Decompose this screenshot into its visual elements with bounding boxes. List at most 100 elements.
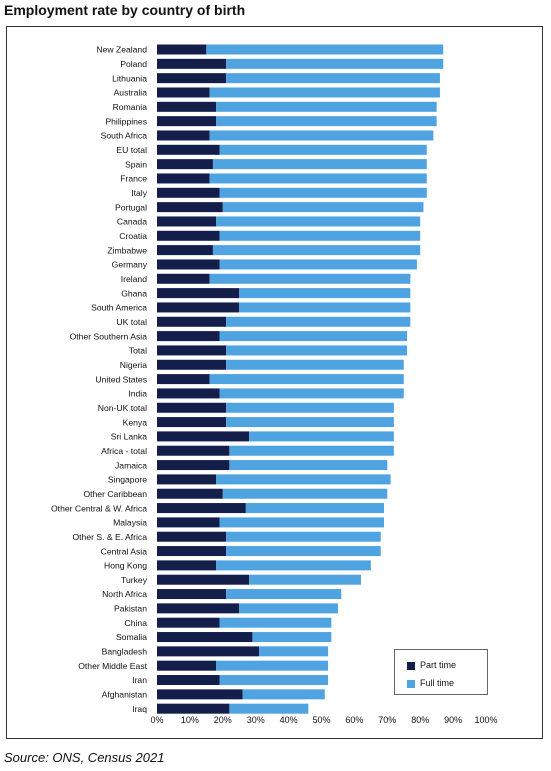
- bar-part-time-ireland: [157, 273, 210, 284]
- bar-full-time-south-america: [239, 302, 411, 313]
- category-label-jamaica: Jamaica: [115, 460, 147, 470]
- x-tick-label: 100%: [474, 715, 497, 725]
- bar-full-time-other-caribbean: [222, 488, 388, 499]
- category-label-total: Total: [129, 346, 147, 356]
- bar-full-time-germany: [219, 259, 417, 270]
- bar-full-time-ghana: [239, 288, 411, 299]
- category-label-canada: Canada: [117, 217, 147, 227]
- bar-full-time-canada: [216, 216, 421, 227]
- bar-part-time-other-southern-asia: [157, 331, 220, 342]
- bar-full-time-portugal: [222, 202, 424, 213]
- bar-full-time-united-states: [209, 374, 404, 385]
- category-label-zimbabwe: Zimbabwe: [107, 245, 147, 255]
- bar-part-time-china: [157, 617, 220, 628]
- bar-part-time-romania: [157, 101, 217, 112]
- legend-item-part-time: Part time: [407, 658, 456, 672]
- category-label-united-states: United States: [95, 374, 147, 384]
- bar-part-time-south-africa: [157, 130, 210, 141]
- bar-full-time-other-southern-asia: [219, 331, 408, 342]
- bar-full-time-total: [226, 345, 408, 356]
- source-note: Source: ONS, Census 2021: [4, 750, 165, 765]
- category-label-afghanistan: Afghanistan: [102, 690, 148, 700]
- bar-part-time-afghanistan: [157, 689, 243, 700]
- bar-full-time-new-zealand: [206, 44, 444, 55]
- category-label-spain: Spain: [125, 159, 147, 169]
- category-label-bangladesh: Bangladesh: [102, 647, 148, 657]
- category-label-other-s-e-africa: Other S. & E. Africa: [72, 532, 147, 542]
- category-label-philippines: Philippines: [105, 116, 147, 126]
- bar-part-time-philippines: [157, 116, 217, 127]
- bar-full-time-turkey: [249, 574, 361, 585]
- bar-part-time-jamaica: [157, 460, 230, 471]
- bar-part-time-italy: [157, 187, 220, 198]
- bar-full-time-somalia: [252, 632, 332, 643]
- bar-part-time-zimbabwe: [157, 245, 213, 256]
- bar-part-time-hong-kong: [157, 560, 217, 571]
- category-label-other-southern-asia: Other Southern Asia: [70, 331, 148, 341]
- bar-full-time-eu-total: [219, 144, 427, 155]
- bar-full-time-iran: [219, 675, 329, 686]
- category-label-eu-total: EU total: [116, 145, 147, 155]
- category-label-india: India: [128, 389, 147, 399]
- category-label-other-caribbean: Other Caribbean: [83, 489, 147, 499]
- bar-full-time-jamaica: [229, 460, 388, 471]
- bar-full-time-china: [219, 617, 332, 628]
- bar-full-time-iraq: [229, 703, 309, 714]
- bar-part-time-pakistan: [157, 603, 240, 614]
- bar-full-time-lithuania: [226, 73, 440, 84]
- bar-full-time-zimbabwe: [212, 245, 421, 256]
- bar-full-time-hong-kong: [216, 560, 371, 571]
- bar-part-time-total: [157, 345, 227, 356]
- bar-full-time-malaysia: [219, 517, 385, 528]
- x-tick-label: 30%: [247, 715, 265, 725]
- category-label-new-zealand: New Zealand: [96, 45, 147, 55]
- bar-part-time-eu-total: [157, 144, 220, 155]
- category-label-central-asia: Central Asia: [101, 546, 148, 556]
- category-label-iraq: Iraq: [132, 704, 147, 714]
- bar-full-time-afghanistan: [242, 689, 325, 700]
- bar-full-time-uk-total: [226, 316, 411, 327]
- bar-full-time-non-uk-total: [226, 402, 394, 413]
- x-tick-label: 20%: [214, 715, 232, 725]
- category-label-turkey: Turkey: [121, 575, 148, 585]
- bar-part-time-nigeria: [157, 359, 227, 370]
- category-label-china: China: [125, 618, 148, 628]
- x-tick-label: 0%: [150, 715, 163, 725]
- x-tick-label: 70%: [378, 715, 396, 725]
- category-label-north-africa: North Africa: [102, 589, 147, 599]
- category-label-south-africa: South Africa: [101, 131, 148, 141]
- chart-legend: Part time Full time: [394, 649, 488, 695]
- category-label-iran: Iran: [132, 675, 147, 685]
- bar-part-time-kenya: [157, 417, 227, 428]
- bar-full-time-philippines: [216, 116, 437, 127]
- bar-part-time-turkey: [157, 574, 250, 585]
- category-label-italy: Italy: [131, 188, 147, 198]
- bar-part-time-new-zealand: [157, 44, 207, 55]
- bar-full-time-kenya: [226, 417, 394, 428]
- bar-full-time-bangladesh: [258, 646, 329, 657]
- bar-full-time-poland: [226, 58, 444, 69]
- category-label-lithuania: Lithuania: [112, 73, 147, 83]
- x-tick-label: 80%: [411, 715, 429, 725]
- bar-part-time-india: [157, 388, 220, 399]
- bar-full-time-spain: [212, 159, 427, 170]
- legend-label-full-time: Full time: [420, 678, 455, 688]
- category-label-romania: Romania: [113, 102, 148, 112]
- bar-part-time-germany: [157, 259, 220, 270]
- bar-part-time-canada: [157, 216, 217, 227]
- category-label-non-uk-total: Non-UK total: [98, 403, 147, 413]
- category-label-kenya: Kenya: [123, 417, 148, 427]
- bar-part-time-malaysia: [157, 517, 220, 528]
- bar-full-time-north-africa: [226, 589, 342, 600]
- bar-full-time-australia: [209, 87, 440, 98]
- bar-full-time-croatia: [219, 230, 421, 241]
- bar-part-time-africa-total: [157, 445, 230, 456]
- category-label-sri-lanka: Sri Lanka: [111, 432, 148, 442]
- bar-full-time-central-asia: [226, 546, 381, 557]
- chart-title: Employment rate by country of birth: [4, 2, 246, 18]
- bar-full-time-south-africa: [209, 130, 434, 141]
- bar-part-time-other-caribbean: [157, 488, 223, 499]
- bar-part-time-ghana: [157, 288, 240, 299]
- bar-part-time-south-america: [157, 302, 240, 313]
- category-label-other-central-w-africa: Other Central & W. Africa: [51, 503, 147, 513]
